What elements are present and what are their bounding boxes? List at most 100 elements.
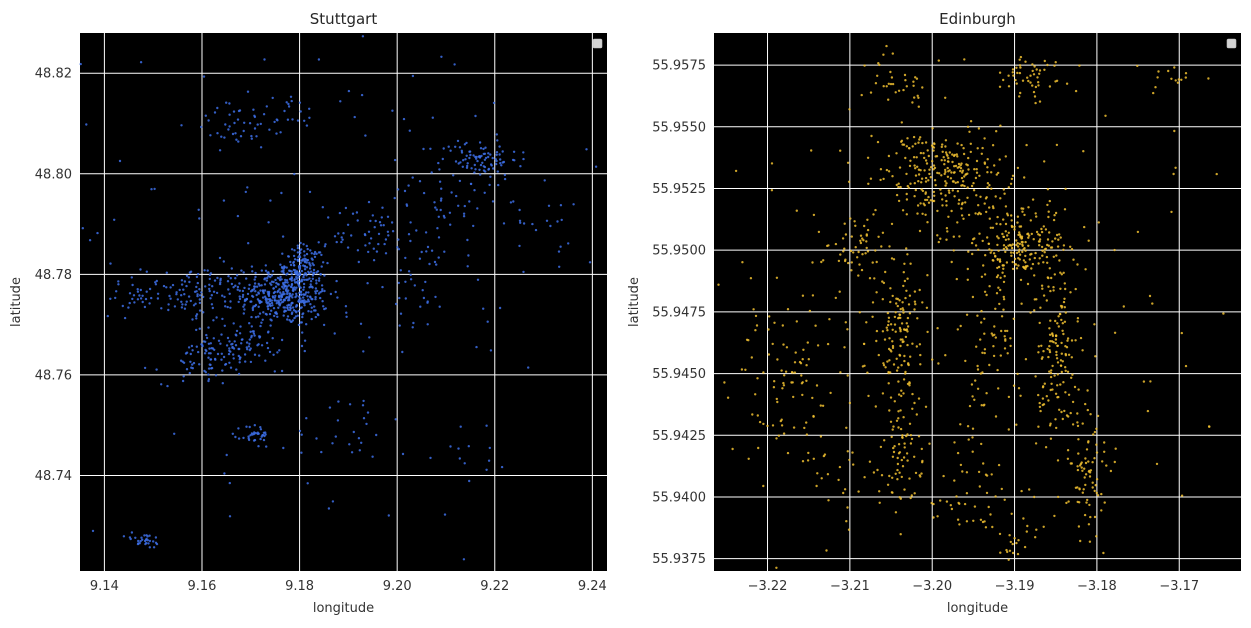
scatter-point: [989, 226, 992, 229]
scatter-point: [426, 245, 430, 249]
scatter-point: [249, 434, 252, 437]
scatter-point: [932, 502, 935, 506]
scatter-point: [281, 252, 284, 255]
scatter-point: [264, 264, 267, 267]
scatter-point: [485, 424, 488, 427]
scatter-point: [1045, 299, 1049, 302]
scatter-point: [1062, 300, 1066, 304]
scatter-point: [235, 329, 239, 333]
scatter-point: [474, 114, 477, 118]
scatter-point: [136, 288, 139, 291]
scatter-point: [914, 167, 917, 170]
scatter-point: [1084, 457, 1087, 460]
scatter-point: [250, 265, 254, 268]
scatter-point: [178, 288, 181, 292]
scatter-point: [130, 531, 134, 534]
scatter-point: [900, 475, 903, 479]
scatter-point: [305, 291, 308, 294]
scatter-point: [291, 118, 294, 121]
scatter-point: [314, 295, 317, 299]
scatter-point: [228, 361, 231, 364]
scatter-point: [826, 244, 829, 248]
scatter-point: [928, 442, 931, 445]
scatter-point: [807, 358, 810, 361]
scatter-point: [463, 462, 466, 465]
scatter-point: [117, 283, 120, 286]
scatter-point: [896, 468, 899, 472]
scatter-point: [843, 222, 846, 225]
scatter-point: [1017, 264, 1020, 267]
scatter-point: [216, 106, 219, 110]
scatter-point: [859, 239, 862, 242]
scatter-point: [465, 166, 469, 169]
scatter-point: [925, 162, 929, 165]
scatter-point: [279, 263, 282, 266]
scatter-point: [1042, 294, 1046, 297]
scatter-point: [1054, 392, 1058, 395]
scatter-point: [295, 277, 299, 280]
scatter-point: [1093, 515, 1097, 519]
scatter-point: [1037, 393, 1040, 397]
scatter-point: [956, 221, 959, 224]
scatter-point: [449, 149, 452, 152]
scatter-point: [888, 245, 891, 248]
scatter-point: [286, 118, 290, 121]
scatter-point: [272, 287, 275, 290]
scatter-point: [180, 294, 183, 297]
scatter-point: [249, 330, 252, 333]
scatter-point: [1083, 225, 1086, 229]
scatter-point: [889, 323, 893, 326]
scatter-point: [902, 456, 906, 459]
scatter-point: [229, 366, 233, 369]
scatter-point: [309, 295, 312, 298]
scatter-point: [792, 395, 795, 399]
scatter-point: [411, 326, 414, 329]
scatter-point: [902, 311, 905, 314]
scatter-point: [1063, 306, 1067, 309]
scatter-point: [294, 315, 298, 318]
scatter-point: [909, 159, 912, 162]
scatter-point: [287, 102, 290, 106]
scatter-point: [921, 212, 924, 215]
scatter-point: [909, 182, 912, 185]
scatter-point: [1015, 243, 1018, 247]
scatter-point: [340, 236, 343, 239]
scatter-point: [1086, 498, 1089, 502]
scatter-point: [927, 201, 931, 204]
scatter-point: [953, 479, 956, 482]
scatter-point: [255, 285, 259, 288]
scatter-point: [1057, 315, 1060, 318]
scatter-point: [889, 396, 893, 399]
scatter-point: [355, 211, 359, 214]
scatter-point: [1095, 535, 1098, 538]
scatter-point: [278, 349, 281, 352]
scatter-point: [999, 354, 1002, 357]
scatter-point: [513, 159, 516, 162]
scatter-point: [1049, 371, 1053, 375]
scatter-point: [997, 265, 1001, 269]
scatter-point: [1031, 63, 1034, 66]
scatter-point: [85, 123, 88, 126]
scatter-point: [293, 258, 297, 261]
scatter-point: [287, 297, 291, 300]
scatter-point: [269, 304, 272, 308]
scatter-point: [411, 74, 415, 78]
scatter-point: [422, 296, 426, 300]
scatter-point: [952, 154, 956, 158]
scatter-point: [896, 478, 899, 481]
scatter-point: [955, 153, 958, 156]
scatter-point: [894, 330, 897, 333]
scatter-point: [356, 219, 359, 222]
scatter-point: [260, 344, 264, 347]
scatter-point: [861, 237, 864, 240]
scatter-point: [983, 317, 986, 320]
scatter-point: [905, 213, 908, 216]
scatter-point: [487, 168, 490, 171]
scatter-point: [1050, 276, 1053, 280]
scatter-point: [210, 347, 213, 350]
scatter-point: [308, 263, 311, 266]
scatter-point: [944, 354, 947, 357]
scatter-point: [225, 101, 228, 104]
scatter-point: [899, 344, 902, 348]
scatter-point: [940, 159, 943, 162]
